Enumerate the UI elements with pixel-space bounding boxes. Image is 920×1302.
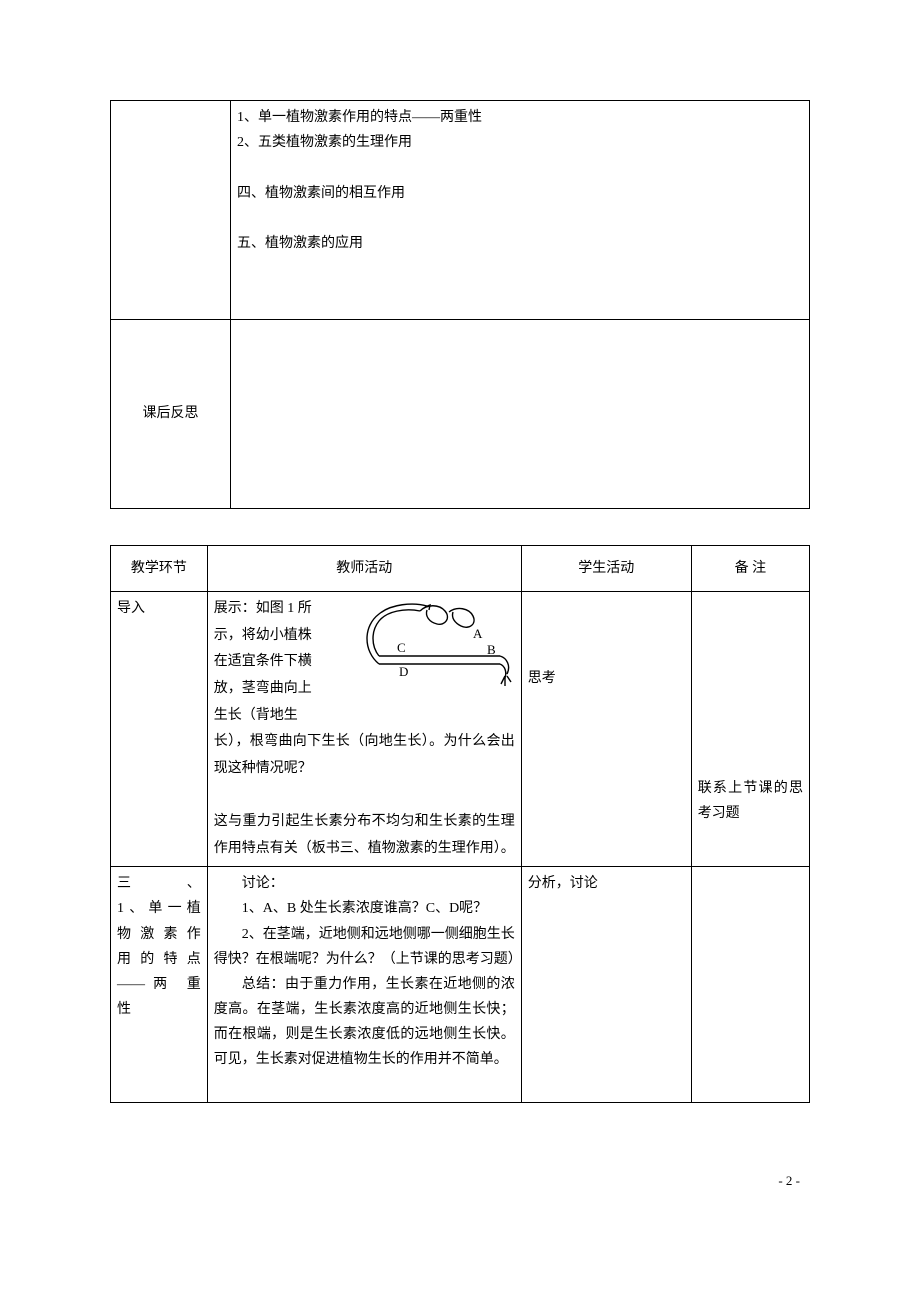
header-stage: 教学环节 <box>111 546 208 592</box>
summary-content-cell: 1、单一植物激素作用的特点——两重性 2、五类植物激素的生理作用 四、植物激素间… <box>231 101 810 320</box>
row1-para2: 这与重力引起生长素分布不均匀和生长素的生理作用特点有关（板书三、植物激素的生理作… <box>214 809 515 862</box>
summary-line-4: 五、植物激素的应用 <box>237 231 803 256</box>
row2-discuss-title: 讨论： <box>214 871 515 896</box>
summary-table: 1、单一植物激素作用的特点——两重性 2、五类植物激素的生理作用 四、植物激素间… <box>110 100 810 509</box>
diagram-label-d: D <box>399 664 408 679</box>
reflection-content-cell <box>231 320 810 509</box>
diagram-label-b: B <box>487 642 496 657</box>
row1-notes-text: 联系上节课的思考习题 <box>698 776 803 826</box>
row2-teacher: 讨论： 1、A、B 处生长素浓度谁高？C、D呢？ 2、在茎端，近地侧和远地侧哪一… <box>207 867 521 1103</box>
header-teacher: 教师活动 <box>207 546 521 592</box>
diagram-label-c: C <box>397 640 406 655</box>
header-notes: 备 注 <box>691 546 809 592</box>
page-number: - 2 - <box>0 1143 920 1189</box>
summary-line-blank-1 <box>237 155 803 180</box>
row1-intro-line-5: 生长（背地生 <box>214 703 515 730</box>
row2-summary: 总结：由于重力作用，生长素在近地侧的浓度高。在茎端，生长素浓度高的近地侧生长快；… <box>214 972 515 1073</box>
lesson-table: 教学环节 教师活动 学生活动 备 注 导入 <box>110 545 810 1103</box>
row2-stage: 三、 1、单一植 物激素作 用的特点 ——两 重 性 <box>111 867 208 1103</box>
summary-line-1: 1、单一植物激素作用的特点——两重性 <box>237 105 803 130</box>
row1-notes: 联系上节课的思考习题 <box>691 592 809 867</box>
summary-left-blank <box>111 101 231 320</box>
header-student: 学生活动 <box>521 546 691 592</box>
summary-line-blank-2 <box>237 206 803 231</box>
row1-teacher: A B C D 展示：如图 1 所 示，将幼小植株 在适宜条件下横 放，茎弯曲向… <box>207 592 521 867</box>
row2-q2: 2、在茎端，近地侧和远地侧哪一侧细胞生长得快？在根端呢？为什么？（上节课的思考习… <box>214 922 515 972</box>
row2-student: 分析，讨论 <box>521 867 691 1103</box>
summary-line-2: 2、五类植物激素的生理作用 <box>237 130 803 155</box>
summary-line-3: 四、植物激素间的相互作用 <box>237 181 803 206</box>
row2-student-text: 分析，讨论 <box>528 871 685 896</box>
row2-notes <box>691 867 809 1103</box>
row2-q1: 1、A、B 处生长素浓度谁高？C、D呢？ <box>214 896 515 921</box>
row1-afterwrap: 长），根弯曲向下生长（向地生长）。为什么会出现这种情况呢？ <box>214 729 515 782</box>
row1-stage: 导入 <box>111 592 208 867</box>
plant-diagram: A B C D <box>365 596 515 691</box>
diagram-label-a: A <box>473 626 483 641</box>
reflection-label-cell: 课后反思 <box>111 320 231 509</box>
row1-student: 思考 <box>521 592 691 867</box>
reflection-label: 课后反思 <box>143 401 199 426</box>
row1-student-text: 思考 <box>528 666 685 691</box>
